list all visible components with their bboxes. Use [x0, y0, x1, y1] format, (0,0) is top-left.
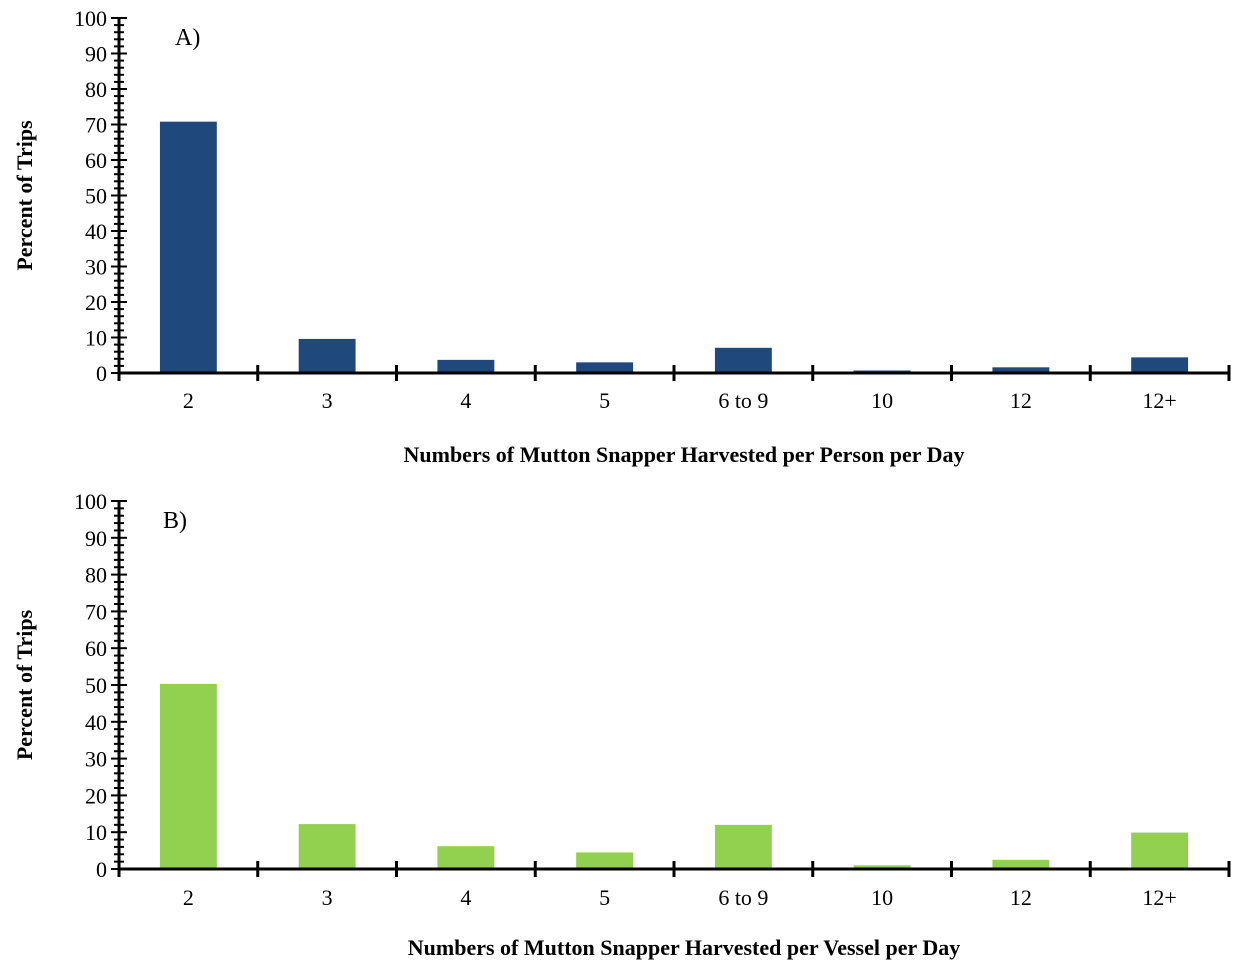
bar-10	[853, 865, 911, 869]
y-tick-label: 60	[85, 636, 107, 661]
bar-3	[298, 338, 356, 373]
y-tick-label: 10	[85, 820, 107, 845]
bar-5	[576, 362, 634, 373]
y-tick-label: 90	[85, 526, 107, 551]
bar-6-to-9	[714, 824, 772, 869]
x-tick-label: 5	[599, 388, 610, 413]
x-tick-label: 2	[183, 885, 194, 910]
y-tick-label: 70	[85, 599, 107, 624]
bar-2	[159, 683, 217, 869]
y-tick-label: 100	[74, 6, 107, 31]
y-tick-label: 70	[85, 113, 107, 138]
x-tick-label: 6 to 9	[718, 885, 768, 910]
x-tick-label: 10	[871, 885, 893, 910]
x-tick-label: 12	[1010, 885, 1032, 910]
bar-6-to-9	[714, 347, 772, 373]
x-tick-label: 10	[871, 388, 893, 413]
y-tick-label: 0	[96, 361, 107, 386]
bar-4	[437, 846, 495, 869]
y-tick-label: 40	[85, 219, 107, 244]
bar-12plus	[1131, 832, 1189, 869]
x-tick-label: 4	[460, 388, 471, 413]
panel-a: 0 10 20 30 40 50 60 70 80 90 100 2 3 4 5 6 to 9 10 12 12+ N…	[12, 6, 1231, 467]
y-axis-title: Percent of Trips	[12, 609, 37, 760]
y-tick-label: 30	[85, 255, 107, 280]
x-tick-label: 5	[599, 885, 610, 910]
y-tick-label: 80	[85, 77, 107, 102]
bar-12plus	[1131, 357, 1189, 373]
x-tick-label: 6 to 9	[718, 388, 768, 413]
y-tick-label: 80	[85, 563, 107, 588]
panel-label: B)	[163, 508, 187, 534]
bar-3	[298, 824, 356, 869]
y-tick-label: 90	[85, 42, 107, 67]
y-tick-label: 0	[96, 857, 107, 882]
x-tick-label: 3	[322, 388, 333, 413]
y-tick-label: 40	[85, 710, 107, 735]
y-tick-label: 50	[85, 673, 107, 698]
bar-2	[159, 121, 217, 373]
y-tick-label: 20	[85, 783, 107, 808]
bar-5	[576, 852, 634, 869]
x-tick-label: 2	[183, 388, 194, 413]
x-axis-title: Numbers of Mutton Snapper Harvested per …	[408, 935, 960, 960]
bar-4	[437, 359, 495, 373]
x-tick-label: 3	[322, 885, 333, 910]
x-tick-label: 12+	[1142, 388, 1176, 413]
bar-12	[992, 367, 1050, 373]
y-tick-label: 50	[85, 184, 107, 209]
y-tick-label: 10	[85, 326, 107, 351]
x-tick-label: 12+	[1142, 885, 1176, 910]
y-tick-label: 60	[85, 148, 107, 173]
x-tick-label: 4	[460, 885, 471, 910]
x-axis-title: Numbers of Mutton Snapper Harvested per …	[404, 442, 965, 467]
y-tick-label: 20	[85, 290, 107, 315]
panel-label: A)	[175, 25, 200, 51]
y-tick-label: 30	[85, 747, 107, 772]
y-tick-label: 100	[74, 489, 107, 514]
panel-b: 0 10 20 30 40 50 60 70 80 90 100 2 3 4 5 6 to 9 10 12 12+ N…	[12, 489, 1231, 960]
bar-12	[992, 859, 1050, 869]
x-tick-label: 12	[1010, 388, 1032, 413]
y-axis-title: Percent of Trips	[12, 120, 37, 271]
